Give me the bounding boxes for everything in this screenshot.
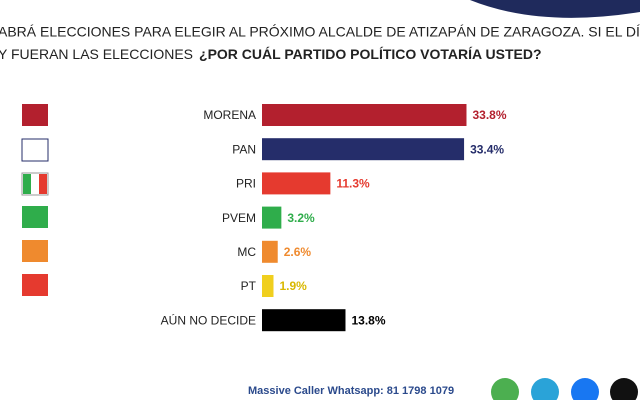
- category-label: PT: [241, 279, 257, 293]
- category-label: PVEM: [222, 211, 256, 225]
- title-line: Y FUERAN LAS ELECCIONES ¿POR CUÁL PARTIDO…: [0, 46, 542, 62]
- bar: [262, 138, 465, 161]
- bar: [262, 240, 278, 263]
- footer: Massive Caller Whatsapp: 81 1798 1079: [248, 385, 454, 397]
- value-label: 3.2%: [287, 211, 315, 225]
- category-label: PRI: [236, 177, 256, 191]
- value-label: 13.8%: [351, 313, 385, 327]
- category-label: PAN: [232, 142, 256, 156]
- party-logos: [21, 104, 49, 296]
- bar: [262, 309, 346, 332]
- title-question: ¿POR CUÁL PARTIDO POLÍTICO VOTARÍA USTED…: [199, 46, 541, 62]
- bar: [262, 206, 282, 229]
- category-label: AÚN NO DECIDE: [161, 312, 256, 327]
- social-icons: [491, 378, 638, 400]
- decoration: [470, 0, 640, 18]
- bar: [262, 104, 467, 126]
- category-label: MORENA: [203, 108, 256, 122]
- value-label: 2.6%: [284, 245, 312, 259]
- value-label: 11.3%: [336, 177, 370, 191]
- bar: [262, 275, 274, 297]
- value-label: 1.9%: [279, 279, 307, 293]
- category-label: MC: [237, 245, 256, 259]
- bar: [262, 172, 331, 195]
- value-label: 33.4%: [470, 142, 504, 156]
- title-text: Y FUERAN LAS ELECCIONES: [0, 46, 193, 62]
- title-line: ABRÁ ELECCIONES PARA ELEGIR AL PRÓXIMO A…: [0, 24, 640, 40]
- value-label: 33.8%: [472, 108, 506, 122]
